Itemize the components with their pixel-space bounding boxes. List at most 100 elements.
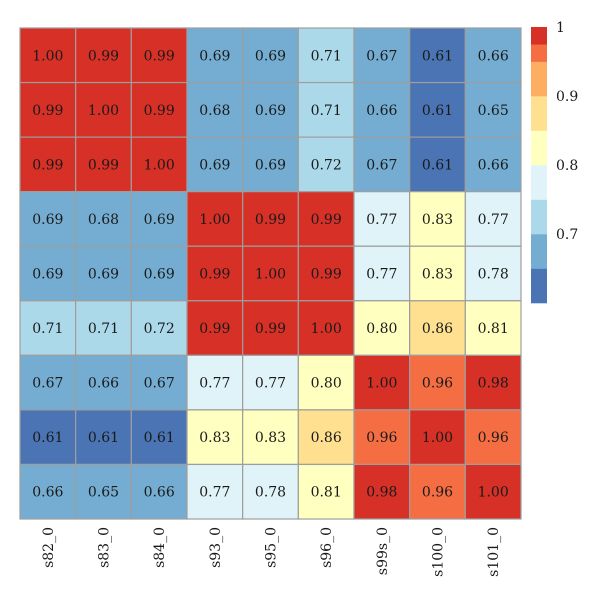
heatmap-cell [19,191,77,247]
cell-value-label: 0.83 [422,267,453,283]
cell-value-label: 1.00 [366,376,397,392]
heatmap-cell [353,409,411,466]
heatmap-cell [186,300,244,356]
heatmap-cell [130,463,188,520]
cell-value-label: 0.86 [422,321,453,337]
heatmap-cell [75,300,132,356]
cell-value-label: 0.71 [311,48,342,64]
heatmap-cell [353,463,411,520]
cell-value-label: 1.00 [88,103,119,119]
heatmap-cell [464,300,522,356]
cell-value-label: 0.69 [88,267,119,283]
cell-value-label: 0.96 [366,430,397,446]
heatmap-cell [75,27,132,84]
cell-value-label: 0.77 [366,267,397,283]
cell-value-label: 1.00 [32,48,63,64]
heatmap-cell [242,409,299,466]
cell-value-label: 0.77 [255,376,286,392]
cell-value-label: 0.69 [255,48,286,64]
color-legend: 1 0.9 0.8 0.7 [531,20,578,304]
heatmap-cell [19,81,77,138]
cell-value-label: 0.78 [478,267,509,283]
heatmap-cell [19,354,77,411]
heatmap-cell [19,463,77,520]
heatmap-cell [353,81,411,138]
cell-value-label: 0.71 [32,321,63,337]
cell-value-label: 0.81 [478,321,509,337]
cell-value-label: 0.80 [366,321,397,337]
heatmap-cell [409,300,466,356]
heatmap-cell [464,409,522,466]
heatmap-cell [464,245,522,302]
cell-value-label: 0.67 [366,48,397,64]
legend-tick-label: 1 [556,20,565,36]
cell-value-label: 1.00 [478,485,509,501]
heatmap-cell [186,191,244,247]
heatmap-cell [242,136,299,193]
cell-value-label: 0.61 [422,103,453,119]
cell-value-label: 0.69 [255,157,286,173]
cell-value-label: 0.83 [199,430,230,446]
cell-value-label: 0.86 [311,430,342,446]
cell-value-label: 0.77 [478,212,509,228]
cell-value-label: 0.99 [255,212,286,228]
heatmap-cell [75,354,132,411]
heatmap-cell [242,354,299,411]
cell-value-label: 0.66 [478,157,509,173]
cell-value-label: 0.65 [478,103,509,119]
cell-value-label: 0.81 [311,485,342,501]
heatmap-cell [19,136,77,193]
heatmap-cell [297,245,355,302]
cell-value-label: 1.00 [144,157,175,173]
heatmap-cells [19,27,522,520]
cell-value-label: 0.99 [88,157,119,173]
column-tick-label: s99s_0 [375,527,391,575]
heatmap-cell [130,81,188,138]
heatmap-cell [186,463,244,520]
heatmap-cell [297,409,355,466]
cell-value-label: 0.69 [199,48,230,64]
heatmap-cell [464,191,522,247]
heatmap-cell [464,81,522,138]
column-tick-labels: s82_0 s83_0 s84_0 s93_0 s95_0 s96_0 s99s_0 s100… [41,527,502,577]
cell-value-label: 0.99 [199,267,230,283]
legend-color-swatch [531,165,547,200]
cell-value-label: 0.96 [422,485,453,501]
legend-color-swatch [531,96,547,131]
heatmap-cell [353,354,411,411]
cell-value-label: 0.99 [311,212,342,228]
cell-value-label: 0.68 [199,103,230,119]
heatmap-cell [19,300,77,356]
cell-value-label: 0.66 [478,48,509,64]
cell-value-label: 0.69 [144,212,175,228]
legend-tick-label: 0.8 [556,158,578,174]
heatmap-cell [19,245,77,302]
heatmap-cell [75,463,132,520]
heatmap-cell [242,300,299,356]
cell-value-label: 0.99 [88,48,119,64]
cell-value-label: 0.99 [144,103,175,119]
cell-value-label: 0.77 [366,212,397,228]
heatmap-cell [353,245,411,302]
cell-value-label: 1.00 [422,430,453,446]
cell-value-label: 0.99 [32,103,63,119]
heatmap-cell [130,300,188,356]
legend-tick-label: 0.9 [556,89,578,105]
cell-value-label: 0.69 [255,103,286,119]
cell-value-label: 0.65 [88,485,119,501]
cell-value-label: 0.78 [255,485,286,501]
cell-value-label: 0.66 [88,376,119,392]
column-tick-label: s101_0 [486,527,502,577]
legend-tick-label: 0.7 [556,227,578,243]
heatmap-cell [19,27,77,84]
column-tick-label: s83_0 [97,527,113,568]
cell-value-label: 0.61 [422,48,453,64]
heatmap-cell [186,409,244,466]
cell-value-label: 0.71 [88,321,119,337]
cell-value-label: 0.98 [478,376,509,392]
legend-color-swatch [531,61,547,97]
cell-value-label: 0.61 [88,430,119,446]
cell-value-label: 0.72 [144,321,175,337]
heatmap-cell [464,136,522,193]
